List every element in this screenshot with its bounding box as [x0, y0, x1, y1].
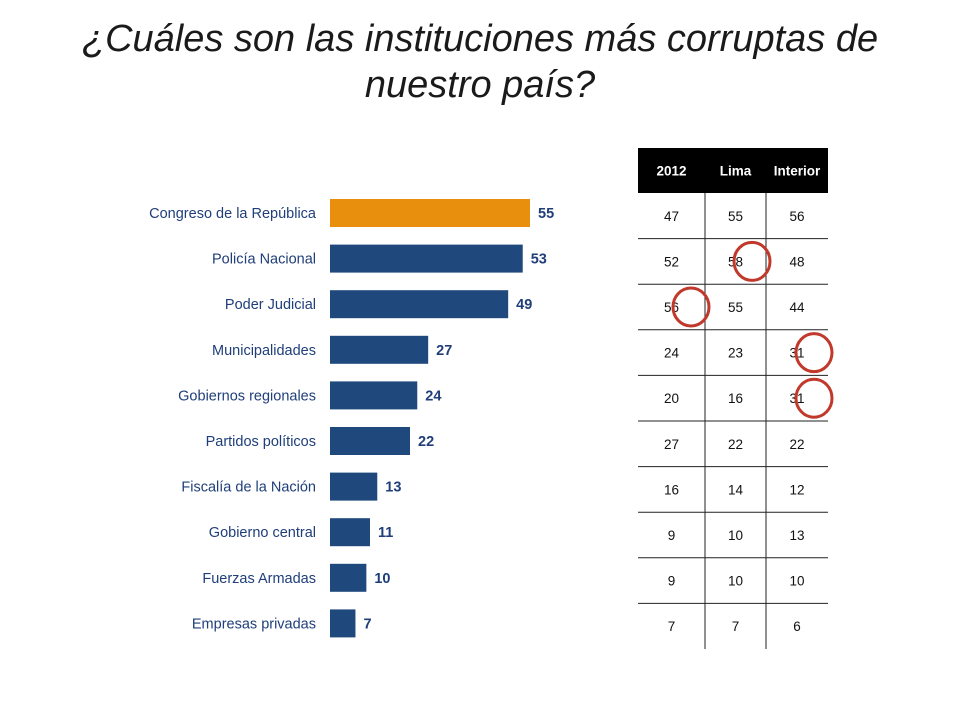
- bar: [330, 381, 418, 410]
- value-label: 22: [418, 434, 434, 450]
- table-cell: 20: [664, 391, 679, 406]
- bar: [330, 335, 429, 364]
- value-label: 13: [385, 480, 401, 496]
- highlight-circle: [732, 240, 772, 282]
- category-label: Fuerzas Armadas: [202, 571, 316, 587]
- table-cell: 55: [728, 209, 743, 224]
- category-label: Congreso de la República: [149, 206, 317, 222]
- table-cell: 10: [789, 574, 804, 589]
- value-label: 27: [436, 343, 452, 359]
- value-label: 53: [531, 252, 547, 268]
- bar: [330, 563, 367, 592]
- table-header-label: 2012: [656, 164, 686, 179]
- value-label: 24: [425, 388, 441, 404]
- category-label: Policía Nacional: [212, 252, 316, 268]
- table-cell: 44: [789, 300, 805, 315]
- category-label: Poder Judicial: [225, 297, 316, 313]
- table-header-cell: [705, 148, 766, 193]
- category-label: Gobiernos regionales: [178, 388, 316, 404]
- table-cell: 9: [668, 528, 676, 543]
- table-cell: 14: [728, 482, 744, 497]
- value-label: 11: [378, 525, 393, 541]
- bar: [330, 472, 378, 501]
- table-cell: 13: [789, 528, 804, 543]
- table-cell: 7: [668, 619, 676, 634]
- table-cell: 16: [664, 482, 679, 497]
- table-cell: 27: [664, 437, 679, 452]
- highlight-circle: [671, 286, 711, 328]
- table-cell: 10: [728, 574, 743, 589]
- table-cell: 22: [789, 437, 804, 452]
- category-label: Empresas privadas: [192, 616, 316, 632]
- bar: [330, 609, 356, 638]
- table-cell: 55: [728, 300, 743, 315]
- table-cell: 24: [664, 346, 680, 361]
- table-cell: 56: [789, 209, 804, 224]
- category-label: Gobierno central: [209, 525, 316, 541]
- table-header-cell: [766, 148, 828, 193]
- table-cell: 9: [668, 574, 676, 589]
- table-cell: 56: [664, 300, 679, 315]
- table-cell: 12: [789, 482, 804, 497]
- table-cell: 23: [728, 346, 743, 361]
- table-cell: 7: [732, 619, 740, 634]
- category-label: Municipalidades: [212, 343, 316, 359]
- bar: [330, 290, 509, 319]
- table-header-label: Lima: [720, 164, 752, 179]
- table-cell: 6: [793, 619, 801, 634]
- bar: [330, 244, 523, 273]
- highlight-circle: [794, 377, 834, 419]
- category-label: Fiscalía de la Nación: [181, 480, 316, 496]
- table-header-cell: [638, 148, 705, 193]
- value-label: 10: [374, 571, 390, 587]
- table-cell: 47: [664, 209, 679, 224]
- bar: [330, 199, 530, 227]
- table-cell: 22: [728, 437, 743, 452]
- table-cell: 10: [728, 528, 743, 543]
- value-label: 7: [363, 616, 371, 632]
- value-label: 55: [538, 206, 554, 222]
- bar: [330, 518, 370, 547]
- highlight-circle: [794, 332, 834, 374]
- table-cell: 52: [664, 254, 679, 269]
- bar: [330, 427, 410, 455]
- value-label: 49: [516, 297, 532, 313]
- slide-title: ¿Cuáles son las instituciones más corrup…: [81, 18, 879, 106]
- table-cell: 16: [728, 391, 743, 406]
- table-header-label: Interior: [774, 164, 821, 179]
- category-label: Partidos políticos: [206, 434, 316, 450]
- table-cell: 48: [789, 254, 804, 269]
